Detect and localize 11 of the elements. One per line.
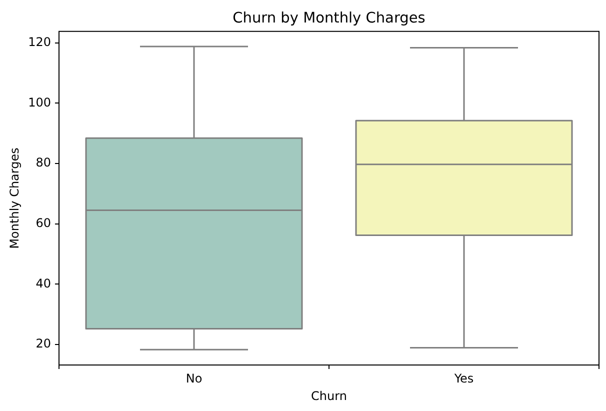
y-axis-title: Monthly Charges [7,148,22,249]
y-tick-label: 80 [36,156,51,170]
y-tick-label: 100 [28,95,51,110]
y-tick-label: 40 [36,276,51,290]
x-tick-label: Yes [453,371,474,386]
y-tick-label: 60 [36,216,51,230]
y-tick-label: 120 [28,34,51,49]
y-tick-label: 20 [36,336,51,351]
chart-title: Churn by Monthly Charges [232,10,426,26]
x-tick-label: No [186,371,202,386]
x-axis-title: Churn [311,388,347,403]
